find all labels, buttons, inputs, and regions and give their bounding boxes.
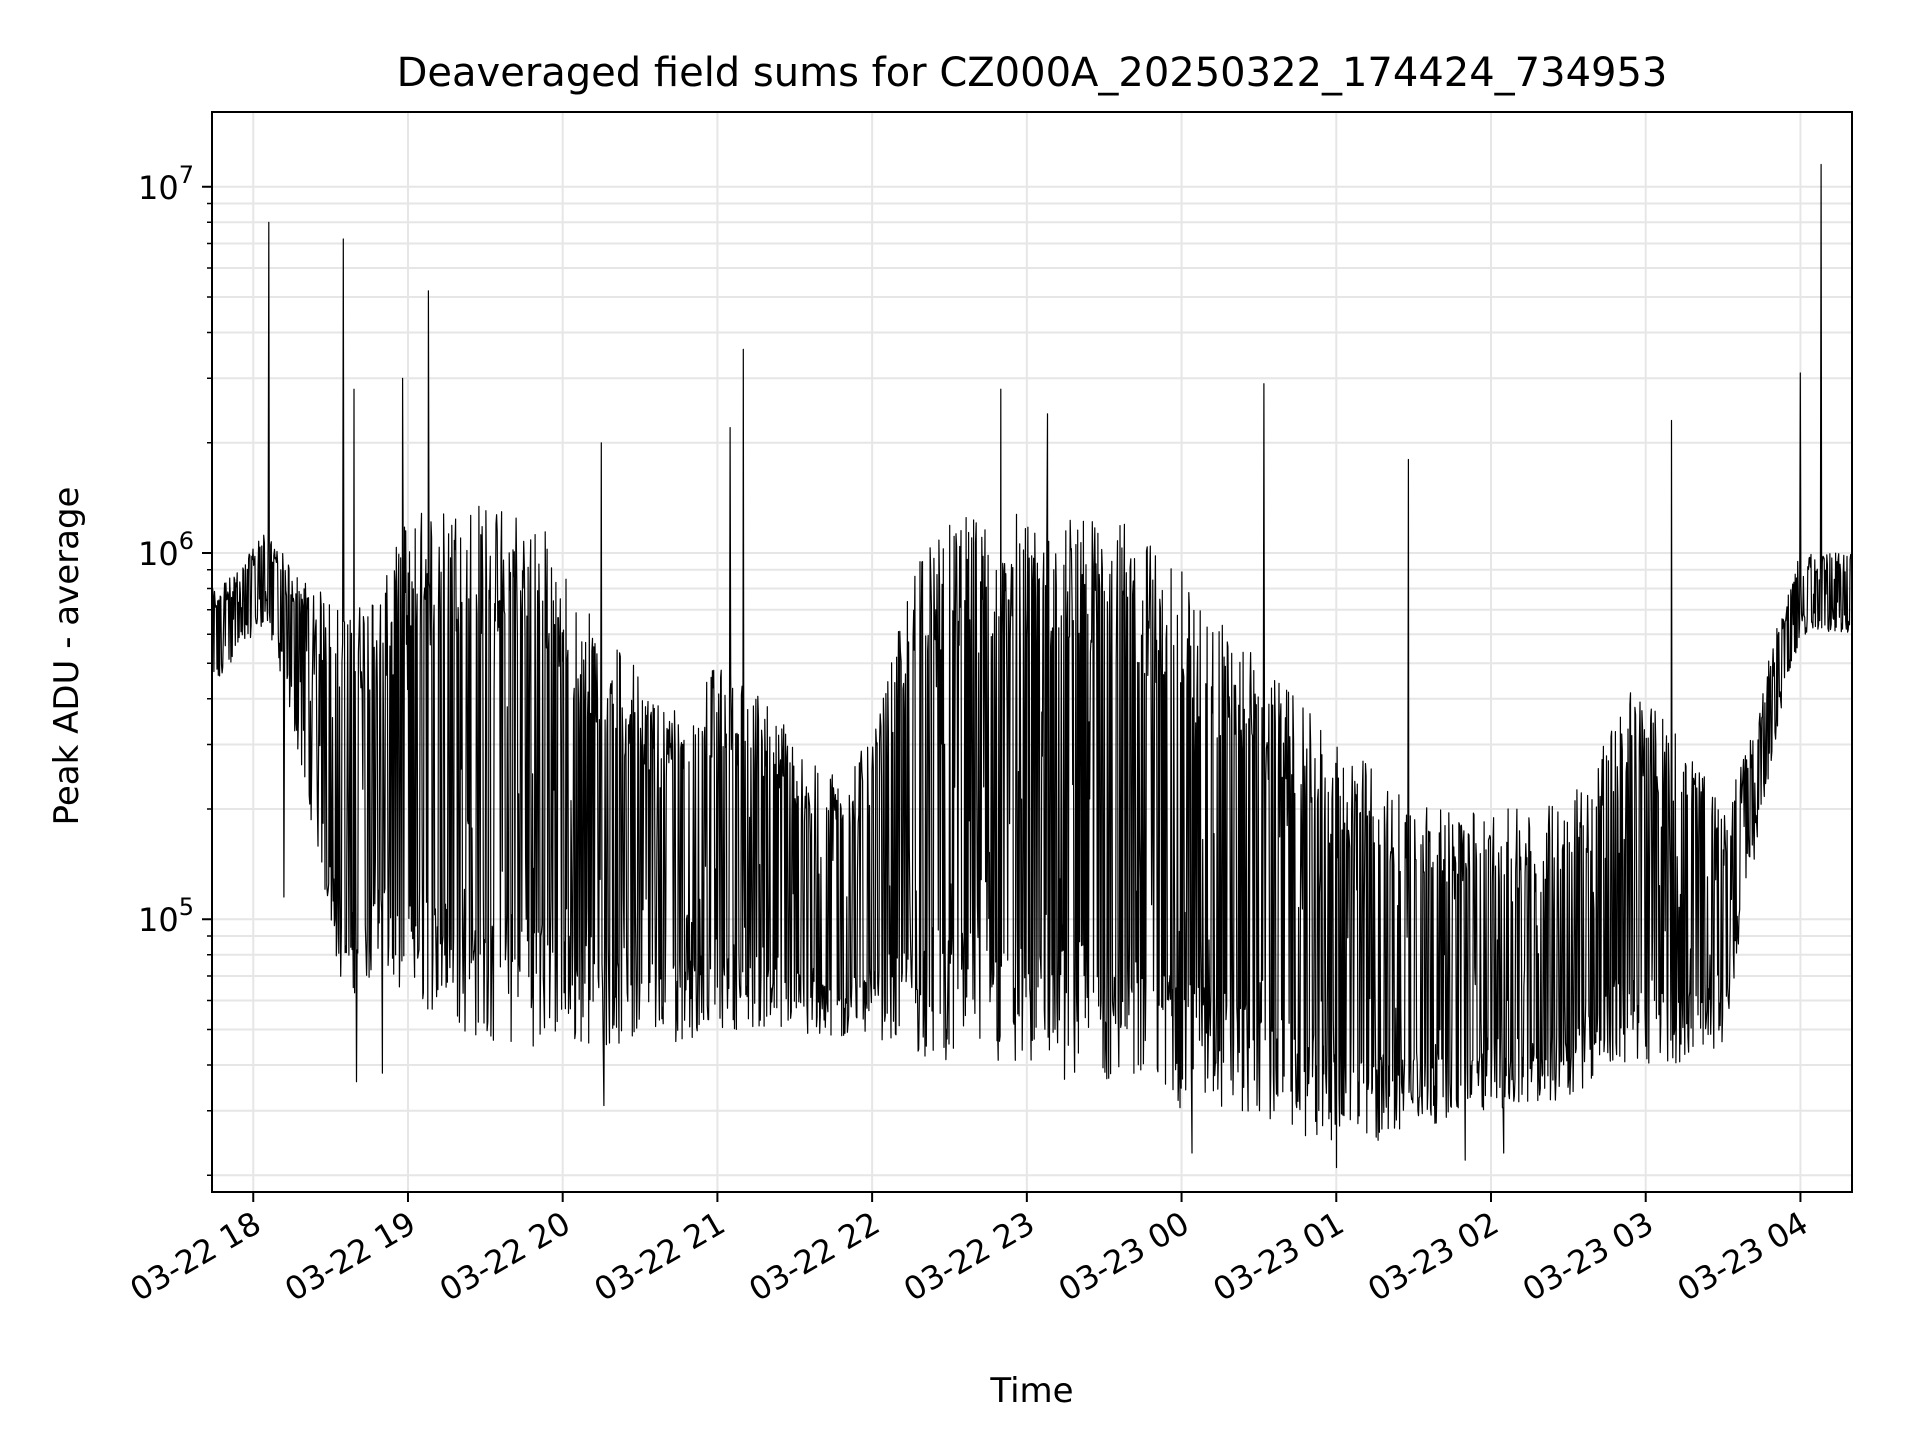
y-axis-label: Peak ADU - average [47,487,87,826]
y-tick-label: 107 [138,161,194,207]
y-tick-label: 105 [138,893,194,939]
series-line-group [211,163,1853,1169]
chart-title: Deaveraged field sums for CZ000A_2025032… [397,50,1668,96]
series-line [211,163,1853,1169]
y-tick-label: 106 [138,527,194,573]
y-axis: 105 106 107 [138,161,212,1176]
x-axis-label: Time [989,1371,1073,1411]
plot-frame [211,111,1853,1193]
